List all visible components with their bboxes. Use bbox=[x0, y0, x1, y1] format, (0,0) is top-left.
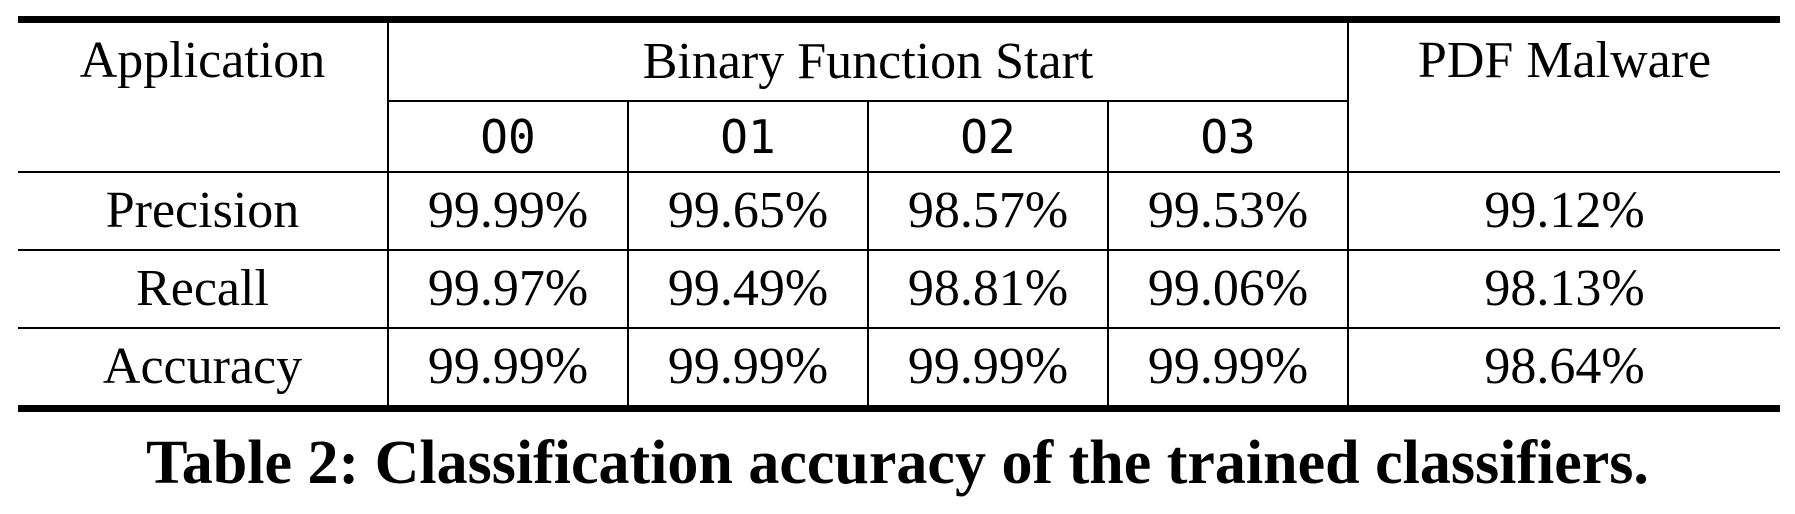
table-cell: 99.99% bbox=[387, 328, 629, 412]
table-cell: 99.99% bbox=[387, 172, 629, 251]
table-cell: 98.64% bbox=[1347, 328, 1781, 412]
header-o2: O2 bbox=[867, 101, 1109, 173]
table-cell: 99.53% bbox=[1106, 172, 1350, 251]
table-cell: 99.06% bbox=[1106, 250, 1350, 329]
header-o1: O1 bbox=[627, 101, 869, 173]
header-pdf-malware: PDF Malware bbox=[1347, 16, 1781, 173]
table-cell: 98.81% bbox=[867, 250, 1109, 329]
header-o3: O3 bbox=[1106, 101, 1349, 173]
table-row-accuracy: Accuracy 99.99% 99.99% 99.99% 99.99% 98.… bbox=[18, 328, 1781, 412]
row-label: Recall bbox=[18, 250, 389, 329]
row-label: Accuracy bbox=[18, 328, 389, 412]
header-o0: O0 bbox=[388, 101, 629, 173]
table-cell: 99.49% bbox=[627, 250, 869, 329]
table-caption: Table 2: Classification accuracy of the … bbox=[146, 429, 1649, 497]
table-cell: 99.65% bbox=[627, 172, 869, 251]
table-cell: 99.99% bbox=[867, 328, 1109, 412]
table-cell: 99.99% bbox=[1106, 328, 1350, 412]
row-label: Precision bbox=[18, 172, 389, 251]
table-row-precision: Precision 99.99% 99.65% 98.57% 99.53% 99… bbox=[18, 172, 1781, 251]
table-cell: 98.57% bbox=[867, 172, 1109, 251]
header-application: Application bbox=[18, 16, 389, 173]
table-cell: 99.99% bbox=[627, 328, 869, 412]
table-cell: 99.97% bbox=[387, 250, 629, 329]
table-cell: 98.13% bbox=[1347, 250, 1781, 329]
table-row-recall: Recall 99.97% 99.49% 98.81% 99.06% 98.13… bbox=[18, 250, 1781, 329]
header-row-1: Application Binary Function Start PDF Ma… bbox=[18, 16, 1781, 173]
header-row-2: O0 O1 O2 O3 bbox=[18, 101, 1780, 173]
classification-accuracy-table: Application Binary Function Start PDF Ma… bbox=[18, 16, 1781, 412]
table-cell: 99.12% bbox=[1347, 172, 1781, 251]
header-binary-function-start: Binary Function Start bbox=[386, 16, 1350, 102]
